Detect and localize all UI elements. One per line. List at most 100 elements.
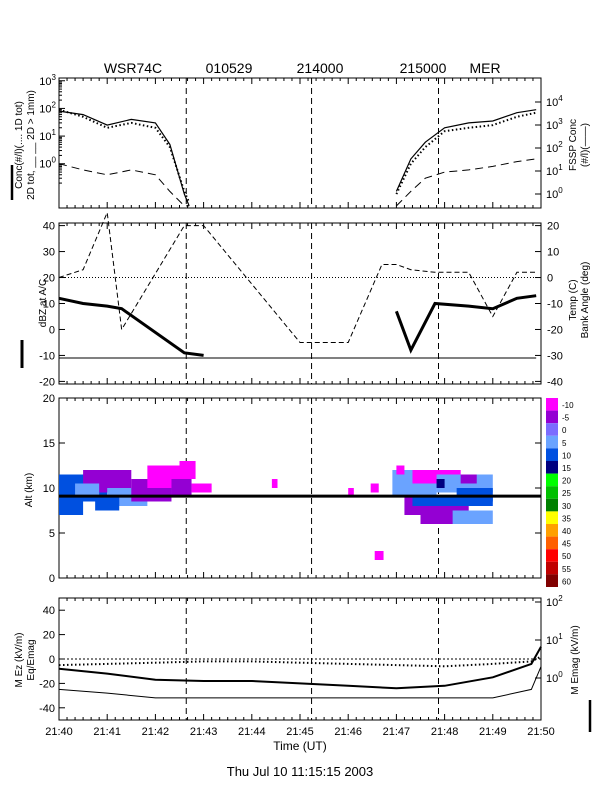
x-tick-label: 21:40 xyxy=(45,726,73,738)
y-tick-label-right: 102 xyxy=(546,140,563,155)
panel-frame-2 xyxy=(58,222,542,385)
y-tick-label: 10 xyxy=(43,299,55,311)
heatmap-cell xyxy=(370,483,379,493)
heatmap-cell xyxy=(412,495,493,506)
legend-label: -10 xyxy=(562,401,574,410)
y-axis-label: Alt (km) xyxy=(24,473,35,507)
y-tick-label: 101 xyxy=(39,128,56,143)
legend-swatch xyxy=(546,549,558,562)
series-line-2d-tot xyxy=(395,109,537,192)
y-axis-label-left-2: 2D tot, __ __ 2D > 1mm) xyxy=(26,90,37,200)
y-tick-label-right: 0 xyxy=(547,273,553,285)
x-tick-label: 21:48 xyxy=(431,726,459,738)
y-tick-label: 0 xyxy=(49,324,55,336)
y-tick-label: 10 xyxy=(43,483,55,495)
y-axis-label-left: M Ez (kV/m) xyxy=(14,633,25,688)
series-line-1d-tot xyxy=(58,108,191,203)
series-line-m-ez xyxy=(58,646,542,690)
y-axis-label-right: M Emag (kV/m) xyxy=(570,625,581,694)
heatmap-cell xyxy=(75,483,100,497)
y-tick-label-right: -30 xyxy=(547,350,563,362)
heatmap-cell xyxy=(171,479,192,497)
header-time-start: 214000 xyxy=(297,60,344,76)
legend-swatch xyxy=(546,435,558,449)
header-time-end: 215000 xyxy=(400,60,447,76)
x-tick-label: 21:50 xyxy=(527,726,555,738)
legend-swatch xyxy=(546,561,558,575)
legend-label: 10 xyxy=(562,451,571,460)
y-tick-label: 15 xyxy=(43,438,55,450)
legend-swatch xyxy=(546,486,558,499)
heatmap-cell xyxy=(191,483,212,493)
series-line-m-emag xyxy=(58,666,542,699)
heatmap-cell xyxy=(95,497,120,511)
x-tick-label: 21:46 xyxy=(334,726,362,738)
y-axis-label-left: dBZ at A/C xyxy=(38,279,49,327)
legend-swatch xyxy=(546,410,558,424)
y-axis-label-right-2: (#/l)(——) xyxy=(580,123,591,167)
legend-swatch xyxy=(546,511,558,524)
y-axis-label-left-2: Eq/Emag xyxy=(26,639,37,680)
y-tick-label-right: -20 xyxy=(547,324,563,336)
y-axis-label-right: FSSP Conc xyxy=(568,119,579,171)
y-axis-label-right: Temp (C) xyxy=(568,279,579,320)
header-radar: WSR74C xyxy=(104,60,162,76)
legend-swatch xyxy=(546,473,558,487)
series-line-2d-1mm xyxy=(58,163,190,207)
legend-swatch xyxy=(546,461,558,474)
y-tick-label-right: 20 xyxy=(547,221,559,233)
legend-swatch xyxy=(546,398,558,411)
y-tick-label-right: -40 xyxy=(547,376,563,388)
y-tick-label: 0 xyxy=(49,573,55,585)
y-tick-label: 103 xyxy=(39,73,56,88)
y-tick-label: 100 xyxy=(39,156,56,171)
y-tick-label-right: 101 xyxy=(546,163,563,178)
y-axis-label-left: Conc(#/l)(.... 1D tot) xyxy=(14,101,25,189)
x-tick-label: 21:47 xyxy=(383,726,411,738)
header-site: MER xyxy=(469,60,500,76)
series-line-1d-tot xyxy=(395,111,537,195)
y-tick-label: 0 xyxy=(49,654,55,666)
legend-label: 35 xyxy=(562,514,571,523)
legend-label: 15 xyxy=(562,464,571,473)
x-tick-label: 21:44 xyxy=(238,726,266,738)
x-tick-label: 21:43 xyxy=(190,726,218,738)
heatmap-cell xyxy=(452,510,493,524)
legend-label: 55 xyxy=(562,565,571,574)
y-tick-label-right: 101 xyxy=(546,632,563,647)
legend-swatch xyxy=(546,536,558,550)
x-tick-label: 21:41 xyxy=(93,726,121,738)
legend-swatch xyxy=(546,448,558,461)
legend-label: -5 xyxy=(562,414,570,423)
y-tick-label: -10 xyxy=(39,350,55,362)
y-tick-label: 40 xyxy=(43,605,55,617)
legend-label: 50 xyxy=(562,552,571,561)
x-tick-label: 21:49 xyxy=(479,726,507,738)
legend-label: 45 xyxy=(562,540,571,549)
footer-timestamp: Thu Jul 10 11:15:15 2003 xyxy=(227,764,374,779)
heatmap-cell xyxy=(348,488,354,497)
y-tick-label-right: 100 xyxy=(546,670,563,685)
y-tick-label-right: 104 xyxy=(546,94,563,109)
legend-label: 25 xyxy=(562,489,571,498)
y-tick-label-right: 103 xyxy=(546,117,563,132)
y-tick-label-right: 102 xyxy=(546,594,563,609)
y-tick-label: -20 xyxy=(39,376,55,388)
legend-label: 0 xyxy=(562,426,567,435)
y-tick-label-right: 10 xyxy=(547,247,559,259)
heatmap-cell xyxy=(271,479,278,488)
heatmap-cell xyxy=(179,461,196,479)
y-tick-label: 30 xyxy=(43,247,55,259)
heatmap-cell xyxy=(436,479,445,488)
heatmap-cell xyxy=(59,501,84,515)
y-tick-label-right: -10 xyxy=(547,299,563,311)
heatmap-cell xyxy=(460,474,477,484)
legend-label: 30 xyxy=(562,502,571,511)
y-tick-label: 40 xyxy=(43,221,55,233)
y-tick-label-right: 100 xyxy=(546,186,563,201)
y-tick-label: 20 xyxy=(43,630,55,642)
x-tick-label: 21:42 xyxy=(142,726,170,738)
y-axis-label-right-2: Bank Angle (deg) xyxy=(580,262,591,339)
y-tick-label: 20 xyxy=(43,393,55,405)
